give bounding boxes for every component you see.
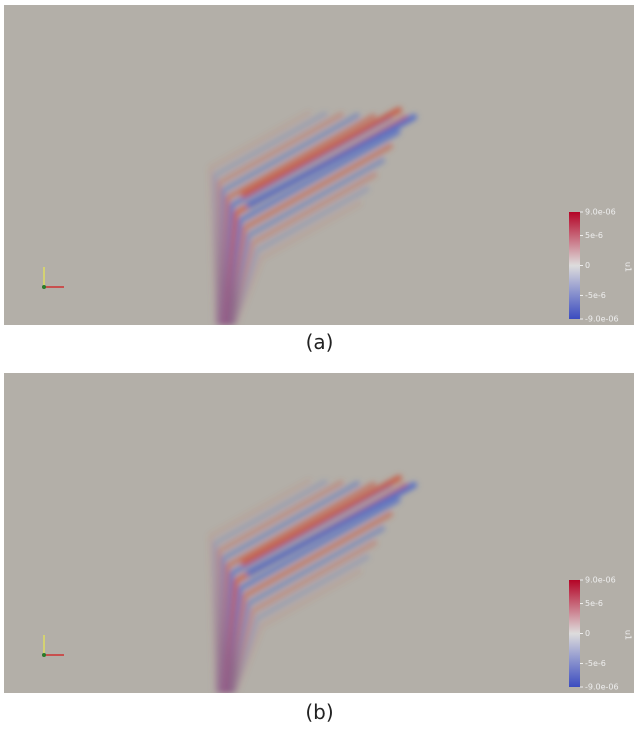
colorbar-title: u1 [624,630,633,640]
colorbar-tick-label: -9.0e-06 [585,315,619,324]
colorbar-tick-label: 9.0e-06 [585,208,616,217]
axis-origin [42,285,46,289]
colorbar-tick-label: 0 [585,261,590,270]
colorbar-tick-label: 5e-6 [585,231,603,240]
render-panel: 9.0e-06 5e-6 0 -5e-6 -9.0e-06 u1 [4,5,634,325]
axis-origin [42,653,46,657]
colorbar-tick-label: 5e-6 [585,599,603,608]
render-panel: 9.0e-06 5e-6 0 -5e-6 -9.0e-06 u1 [4,373,634,693]
colorbar-tick-label: -5e-6 [585,291,606,300]
colorbar [569,580,580,687]
colorbar-tick-label: 0 [585,629,590,638]
colorbar [569,212,580,319]
colorbar-tick-label: -5e-6 [585,659,606,668]
colorbar-tick-label: 9.0e-06 [585,576,616,585]
colorbar-tick-label: -9.0e-06 [585,683,619,692]
panel-caption: (b) [0,700,639,724]
figure: 9.0e-06 5e-6 0 -5e-6 -9.0e-06 u1 (a) 9.0e-06 5e-… [0,0,639,729]
colorbar-title: u1 [624,262,633,272]
panel-caption: (a) [0,330,639,354]
